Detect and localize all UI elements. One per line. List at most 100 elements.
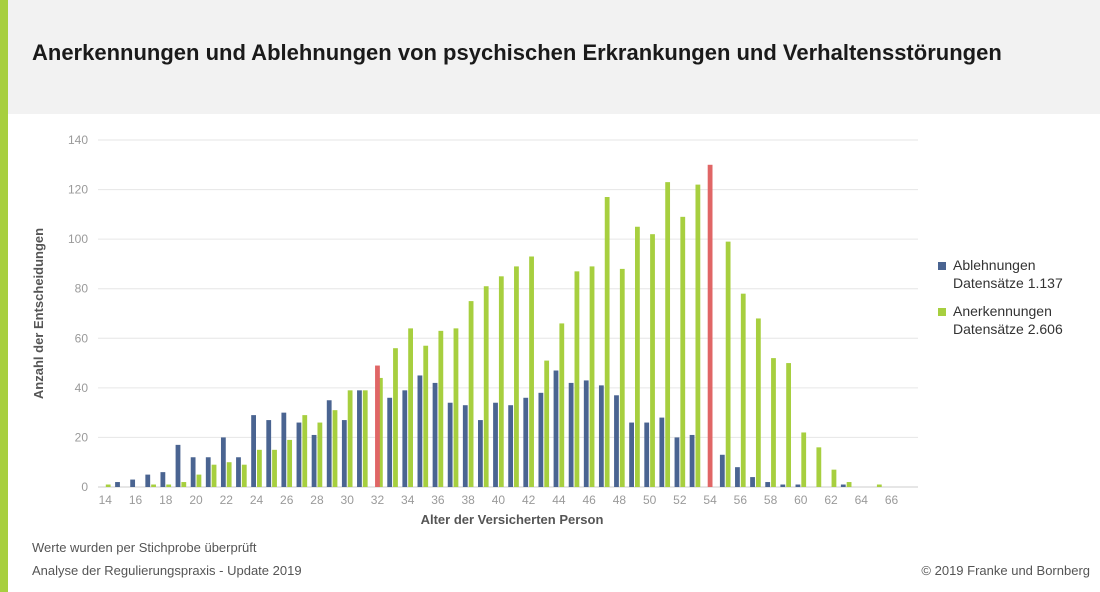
bar-ablehnungen <box>357 390 362 487</box>
bar-ablehnungen <box>326 400 332 487</box>
bar-anerkennungen <box>377 377 383 487</box>
bar-ablehnungen <box>478 420 483 487</box>
bar-anerkennungen <box>257 449 262 487</box>
x-tick-label: 20 <box>189 493 203 507</box>
copyright: © 2019 Franke und Bornberg <box>921 563 1090 578</box>
x-tick-label: 64 <box>855 493 869 507</box>
bar-anerkennungen <box>619 268 625 487</box>
bar-ablehnungen <box>735 467 740 487</box>
bar-ablehnungen <box>205 457 211 487</box>
bar-anerkennungen <box>468 301 474 487</box>
bar-ablehnungen <box>115 482 120 487</box>
x-axis-label: Alter der Versicherten Person <box>421 512 604 527</box>
bar-anerkennungen <box>498 276 504 487</box>
bar-ablehnungen <box>402 390 408 487</box>
bar-anerkennungen <box>680 216 686 487</box>
bar-ablehnungen <box>780 484 786 487</box>
bar-ablehnungen <box>462 405 468 487</box>
bar-ablehnungen <box>508 405 514 487</box>
legend-swatch-ablehnungen <box>938 262 946 270</box>
x-tick-label: 62 <box>824 493 838 507</box>
bar-ablehnungen <box>538 392 544 487</box>
y-tick-label: 40 <box>75 381 89 395</box>
x-tick-label: 58 <box>764 493 778 507</box>
accent-bar <box>0 0 8 592</box>
bar-ablehnungen <box>598 385 604 487</box>
x-tick-label: 40 <box>492 493 506 507</box>
bar-ablehnungen <box>145 474 151 487</box>
x-tick-label: 46 <box>582 493 596 507</box>
bar-ablehnungen <box>447 402 453 487</box>
legend-item-ablehnungen: Ablehnungen Datensätze 1.137 <box>938 256 1063 292</box>
bar-anerkennungen <box>801 432 807 487</box>
bar-ablehnungen <box>281 412 287 487</box>
bar-ablehnungen <box>417 375 423 487</box>
bar-ablehnungen <box>160 472 166 487</box>
x-tick-label: 66 <box>885 493 899 507</box>
bar-anerkennungen <box>408 328 413 487</box>
bar-anerkennungen <box>302 415 308 487</box>
bar-anerkennungen <box>604 197 610 487</box>
x-tick-label: 14 <box>99 493 113 507</box>
bar-anerkennungen <box>665 182 671 487</box>
bar-ablehnungen <box>674 437 680 487</box>
bar-ablehnungen <box>568 382 574 487</box>
bar-ablehnungen <box>251 415 256 487</box>
bar-anerkennungen <box>287 439 293 487</box>
bar-ablehnungen <box>220 437 226 487</box>
y-tick-label: 60 <box>75 331 89 345</box>
bar-ablehnungen <box>840 484 846 487</box>
bar-ablehnungen <box>493 402 498 487</box>
bar-anerkennungen <box>574 271 580 487</box>
bar-ablehnungen <box>644 422 650 487</box>
legend-item-anerkennungen: Anerkennungen Datensätze 2.606 <box>938 302 1063 338</box>
y-tick-label: 120 <box>68 183 88 197</box>
bar-anerkennungen <box>695 184 701 487</box>
x-tick-label: 36 <box>431 493 445 507</box>
bar-anerkennungen <box>483 286 489 487</box>
bar-anerkennungen <box>816 447 822 487</box>
bar-ablehnungen <box>583 380 589 487</box>
bar-anerkennungen <box>226 462 232 487</box>
bar-ablehnungen <box>614 395 619 487</box>
bar-anerkennungen <box>453 328 459 487</box>
x-tick-label: 34 <box>401 493 415 507</box>
bar-anerkennungen <box>876 484 882 487</box>
bar-anerkennungen <box>514 266 519 487</box>
legend-sublabel: Datensätze 1.137 <box>953 275 1063 291</box>
bar-ablehnungen <box>236 457 241 487</box>
x-tick-label: 60 <box>794 493 808 507</box>
x-tick-label: 54 <box>703 493 717 507</box>
legend-swatch-anerkennungen <box>938 308 946 316</box>
bar-highlight <box>707 164 713 487</box>
bar-anerkennungen <box>786 363 791 487</box>
footnote-source: Analyse der Regulierungspraxis - Update … <box>32 563 302 578</box>
bar-ablehnungen <box>296 422 302 487</box>
x-tick-label: 52 <box>673 493 687 507</box>
legend: Ablehnungen Datensätze 1.137 Anerkennung… <box>938 256 1063 348</box>
bar-anerkennungen <box>544 360 550 487</box>
bar-anerkennungen <box>589 266 595 487</box>
bar-anerkennungen <box>559 323 565 487</box>
bar-anerkennungen <box>105 484 111 487</box>
bar-ablehnungen <box>795 484 801 487</box>
bar-anerkennungen <box>740 293 746 487</box>
bar-ablehnungen <box>765 482 771 487</box>
legend-label: Ablehnungen <box>953 257 1036 273</box>
header: Anerkennungen und Ablehnungen von psychi… <box>8 0 1100 114</box>
bar-ablehnungen <box>689 434 695 487</box>
bar-ablehnungen <box>311 434 317 487</box>
bar-ablehnungen <box>553 370 559 487</box>
bar-anerkennungen <box>362 390 368 487</box>
x-tick-label: 18 <box>159 493 173 507</box>
y-tick-label: 0 <box>81 480 88 494</box>
bar-ablehnungen <box>175 444 181 487</box>
y-tick-label: 80 <box>75 282 89 296</box>
bar-ablehnungen <box>432 382 438 487</box>
bar-anerkennungen <box>393 348 398 487</box>
bar-anerkennungen <box>332 410 338 487</box>
x-tick-label: 44 <box>552 493 566 507</box>
y-axis-label: Anzahl der Entscheidungen <box>31 228 46 399</box>
bar-anerkennungen <box>846 482 852 487</box>
x-tick-label: 42 <box>522 493 536 507</box>
